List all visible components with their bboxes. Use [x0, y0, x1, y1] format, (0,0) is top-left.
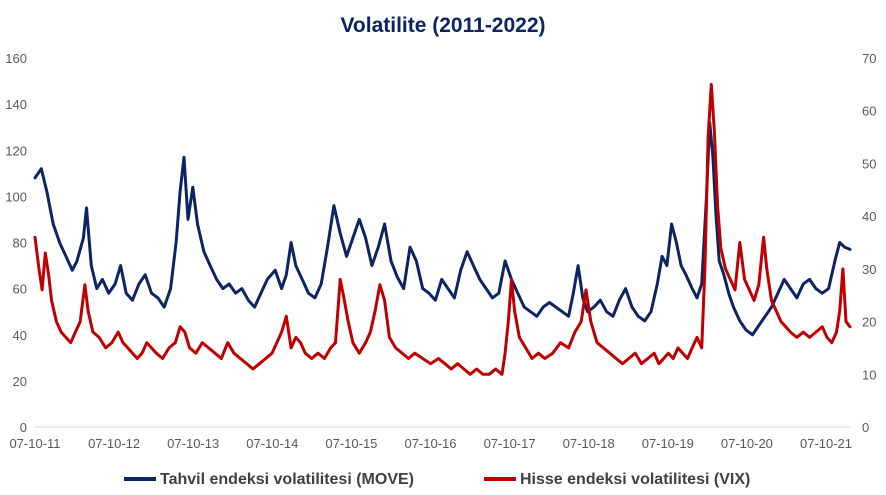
left-tick-label: 140 [5, 97, 27, 112]
left-tick-label: 120 [5, 143, 27, 158]
x-tick-label: 07-10-21 [800, 436, 852, 451]
x-tick-label: 07-10-14 [246, 436, 298, 451]
left-axis: 0 20 40 60 80 100 120 140 160 [5, 51, 27, 435]
legend: Tahvil endeksi volatilitesi (MOVE) Hisse … [124, 471, 750, 488]
legend-label: Hisse endeksi volatilitesi (VIX) [520, 471, 750, 488]
right-tick-label: 20 [862, 315, 876, 330]
left-tick-label: 160 [5, 51, 27, 66]
x-tick-label: 07-10-15 [325, 436, 377, 451]
left-tick-label: 0 [20, 420, 27, 435]
right-tick-label: 40 [862, 209, 876, 224]
left-tick-label: 60 [13, 282, 27, 297]
left-tick-label: 100 [5, 189, 27, 204]
x-axis: 07-10-11 07-10-12 07-10-13 07-10-14 07-10-15… [9, 436, 852, 451]
right-axis: 0 10 20 30 40 50 60 70 [862, 51, 876, 435]
right-tick-label: 50 [862, 156, 876, 171]
right-tick-label: 30 [862, 262, 876, 277]
left-tick-label: 40 [13, 328, 27, 343]
right-tick-label: 10 [862, 367, 876, 382]
x-tick-label: 07-10-16 [404, 436, 456, 451]
x-tick-label: 07-10-19 [642, 436, 694, 451]
x-tick-label: 07-10-18 [563, 436, 615, 451]
left-tick-label: 80 [13, 236, 27, 251]
x-tick-label: 07-10-17 [484, 436, 536, 451]
x-tick-label: 07-10-13 [167, 436, 219, 451]
series-line-vix [33, 82, 852, 376]
left-tick-label: 20 [13, 374, 27, 389]
x-tick-label: 07-10-11 [9, 436, 60, 451]
x-tick-label: 07-10-20 [721, 436, 773, 451]
chart-title: Volatilite (2011-2022) [340, 14, 545, 37]
right-tick-label: 60 [862, 104, 876, 119]
x-tick-label: 07-10-12 [88, 436, 140, 451]
series-line-move [33, 121, 852, 337]
right-tick-label: 70 [862, 51, 876, 66]
legend-label: Tahvil endeksi volatilitesi (MOVE) [160, 471, 414, 488]
right-tick-label: 0 [862, 420, 869, 435]
plot-area [33, 82, 852, 376]
